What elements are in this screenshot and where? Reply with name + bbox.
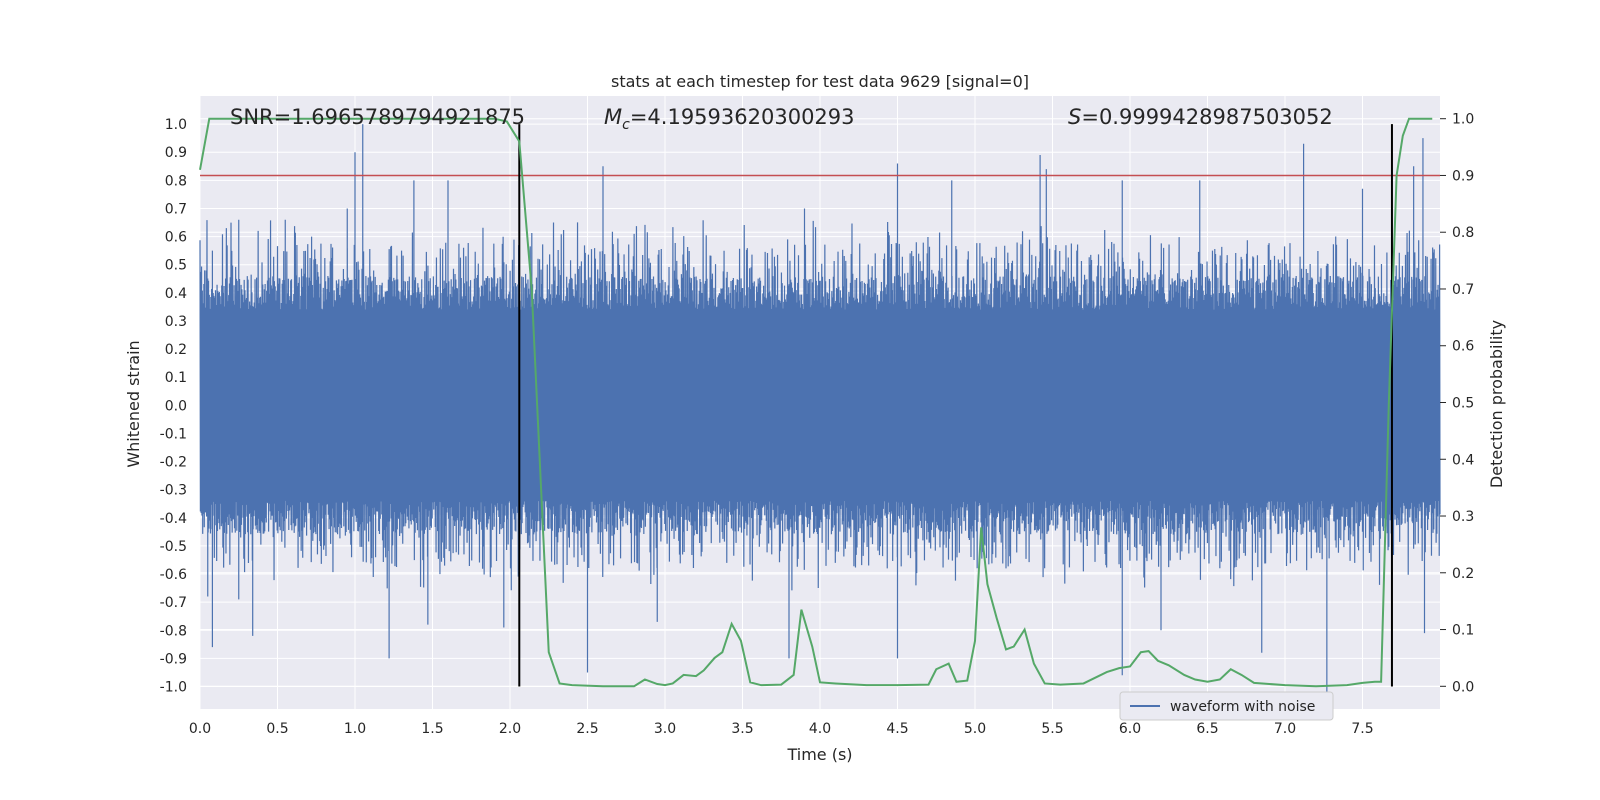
overlay xyxy=(199,117,1440,688)
legend-label: waveform with noise xyxy=(1170,699,1315,715)
y-axis-label-left: Whitened strain xyxy=(124,340,143,467)
y-tick-label-left: -0.1 xyxy=(160,426,187,442)
y-tick-label-left: -0.3 xyxy=(160,483,187,499)
x-tick-label: 5.5 xyxy=(1041,721,1063,737)
x-tick-label: 5.0 xyxy=(964,721,986,737)
legend-box xyxy=(1119,691,1334,721)
y-tick-label-right: 1.0 xyxy=(1452,112,1474,128)
x-tick-label: 1.0 xyxy=(344,721,366,737)
x-tick-label: 7.5 xyxy=(1351,721,1373,737)
chirp-mass-value: =4.19593620300293 xyxy=(630,105,855,129)
y-tick-label-right: 0.5 xyxy=(1452,396,1474,412)
x-tick-label: 3.5 xyxy=(731,721,753,737)
y-tick-label-right: 0.1 xyxy=(1452,623,1474,639)
y-tick-label-left: 1.0 xyxy=(165,117,187,133)
y-tick-label-right: 0.9 xyxy=(1452,168,1474,184)
x-tick-label: 6.5 xyxy=(1196,721,1218,737)
y-tick-label-left: -0.8 xyxy=(160,623,187,639)
s-symbol: S xyxy=(1068,105,1081,129)
x-tick-label: 0.5 xyxy=(266,721,288,737)
x-tick-label: 1.5 xyxy=(421,721,443,737)
s-value: =0.9999428987503052 xyxy=(1081,105,1332,129)
chirp-mass-symbol: M xyxy=(604,105,622,129)
y-tick-label-left: 0.3 xyxy=(165,314,187,330)
x-tick-label: 2.5 xyxy=(576,721,598,737)
waveform-with-noise-series xyxy=(199,124,1441,693)
x-tick-label: 0.0 xyxy=(189,721,211,737)
y-tick-label-left: 0.4 xyxy=(165,286,187,302)
y-tick-label-left: 0.9 xyxy=(165,145,187,161)
y-tick-label-left: 0.5 xyxy=(165,258,187,274)
y-tick-label-left: 0.2 xyxy=(165,342,187,358)
waveform-with-noise-line xyxy=(199,124,1441,693)
x-axis-label: Time (s) xyxy=(786,745,852,764)
y-tick-label-left: -0.2 xyxy=(160,455,187,471)
y-tick-label-right: 0.4 xyxy=(1452,452,1474,468)
y-tick-label-left: -0.9 xyxy=(160,651,187,667)
y-tick-label-left: 0.1 xyxy=(165,370,187,386)
y-tick-label-right: 0.6 xyxy=(1452,339,1474,355)
x-tick-label: 6.0 xyxy=(1119,721,1141,737)
y-tick-label-left: 0.6 xyxy=(165,230,187,246)
y-axis-label-right: Detection probability xyxy=(1487,320,1506,488)
y-tick-label-right: 0.0 xyxy=(1452,679,1474,695)
detection-probability-line xyxy=(199,117,1433,688)
y-tick-label-left: -0.4 xyxy=(160,511,187,527)
y-tick-label-right: 0.8 xyxy=(1452,225,1474,241)
legend: waveform with noise xyxy=(1119,691,1334,721)
chart-title: stats at each timestep for test data 962… xyxy=(611,72,1029,91)
x-tick-label: 7.0 xyxy=(1274,721,1296,737)
x-tick-label: 4.0 xyxy=(809,721,831,737)
s-annotation: S=0.9999428987503052 xyxy=(1068,105,1333,129)
y-tick-label-right: 0.7 xyxy=(1452,282,1474,298)
x-tick-label: 4.5 xyxy=(886,721,908,737)
chirp-mass-annotation: Mc=4.19593620300293 xyxy=(604,105,855,133)
y-tick-label-left: -0.5 xyxy=(160,539,187,555)
y-tick-label-left: -1.0 xyxy=(160,680,187,696)
y-tick-label-left: -0.7 xyxy=(160,595,187,611)
y-tick-label-left: -0.6 xyxy=(160,567,187,583)
x-tick-label: 2.0 xyxy=(499,721,521,737)
y-tick-label-left: 0.7 xyxy=(165,201,187,217)
x-tick-label: 3.0 xyxy=(654,721,676,737)
y-tick-label-left: 0.8 xyxy=(165,173,187,189)
snr-annotation: SNR=1.6965789794921875 xyxy=(230,105,525,129)
chirp-mass-subscript: c xyxy=(622,117,630,133)
y-tick-label-left: 0.0 xyxy=(165,398,187,414)
y-tick-label-right: 0.3 xyxy=(1452,509,1474,525)
axes: 0.0 0.5 1.0 1.5 2.0 2.5 3.0 3.5 4.0 4.5 5.0 5.5 6.0 6… xyxy=(160,112,1475,737)
y-tick-label-right: 0.2 xyxy=(1452,566,1474,582)
